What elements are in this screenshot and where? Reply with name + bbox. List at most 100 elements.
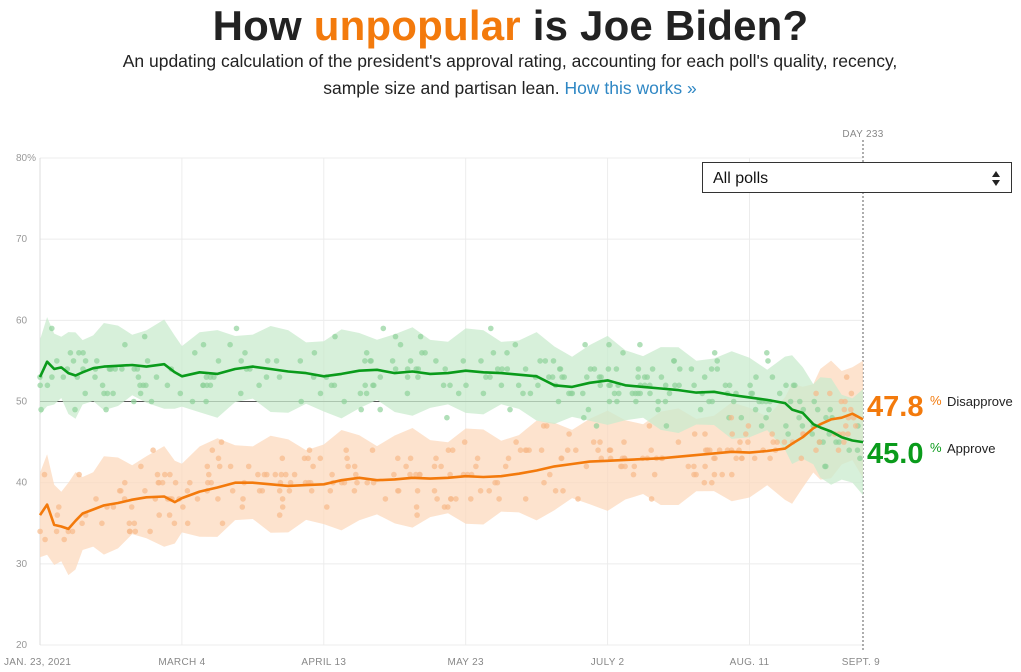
poll-dot — [332, 333, 338, 340]
how-this-works-link[interactable]: How this works » — [564, 78, 697, 98]
poll-dot — [507, 406, 513, 413]
poll-dot — [738, 414, 745, 421]
poll-dot — [287, 479, 294, 486]
poll-dot — [697, 406, 704, 413]
poll-dot — [150, 447, 156, 454]
x-tick-label: SEPT. 9 — [842, 657, 880, 668]
poll-dot — [573, 447, 579, 454]
poll-dot — [827, 406, 833, 413]
poll-dot — [305, 455, 311, 462]
x-tick-label: APRIL 13 — [301, 657, 346, 668]
poll-dot — [142, 488, 148, 494]
poll-dot — [119, 366, 125, 372]
poll-dot — [676, 382, 682, 389]
poll-dot — [582, 341, 588, 348]
poll-dot — [613, 366, 620, 372]
poll-dot — [701, 479, 708, 486]
poll-dot — [486, 488, 493, 494]
poll-dot — [513, 439, 519, 445]
poll-dot — [54, 358, 60, 364]
poll-dot — [79, 520, 85, 527]
poll-dot — [203, 398, 209, 405]
disapprove-end-label-value: 47.8 — [867, 391, 923, 423]
poll-dot — [200, 341, 207, 348]
poll-dot — [616, 390, 622, 397]
poll-dot — [827, 390, 833, 397]
poll-dot — [701, 374, 708, 380]
poll-dot — [276, 512, 283, 518]
poll-dot — [219, 520, 226, 527]
poll-dot — [619, 463, 625, 470]
poll-dot — [494, 479, 501, 486]
x-tick-label: AUG. 11 — [730, 657, 770, 668]
poll-dot — [733, 455, 739, 462]
poll-dot — [229, 488, 236, 494]
poll-dot — [549, 374, 556, 380]
poll-filter-select[interactable]: All polls — [702, 162, 1012, 193]
poll-dot — [317, 390, 324, 397]
poll-dot — [560, 488, 566, 494]
approve-line — [38, 360, 864, 444]
uncertainty-bands — [40, 317, 863, 576]
poll-dot — [520, 390, 526, 397]
poll-dot — [691, 382, 697, 389]
poll-dot — [54, 512, 61, 518]
poll-dot — [666, 390, 673, 397]
poll-dot — [135, 374, 142, 380]
poll-dot — [706, 398, 712, 405]
poll-dot — [99, 520, 105, 527]
poll-dot — [93, 496, 99, 502]
poll-dot — [781, 439, 788, 445]
poll-dot — [440, 382, 447, 389]
poll-dot — [261, 471, 268, 478]
poll-dot — [512, 341, 519, 348]
poll-dot — [538, 447, 545, 454]
poll-dot — [42, 536, 48, 543]
poll-dot — [590, 439, 597, 445]
poll-dot — [363, 390, 370, 397]
poll-dot — [580, 390, 586, 397]
poll-dot — [276, 374, 283, 380]
poll-dot — [38, 406, 44, 413]
poll-dot — [414, 512, 420, 518]
poll-dot — [215, 455, 222, 462]
poll-dot — [308, 488, 315, 494]
poll-dot — [836, 439, 842, 445]
poll-dot — [328, 382, 335, 389]
poll-dot — [606, 341, 612, 348]
poll-dot — [483, 374, 489, 380]
poll-dot — [550, 358, 557, 364]
poll-dot — [240, 496, 246, 502]
page-title: How unpopular is Joe Biden? — [0, 2, 1021, 50]
poll-dot — [60, 374, 67, 380]
poll-dot — [324, 504, 330, 510]
poll-dot — [382, 496, 389, 502]
poll-dot — [395, 455, 401, 462]
axis-labels: 80% 70 60 50 40 30 20 JAN. 23, 2021 MARCH 4 APRIL… — [4, 129, 1013, 668]
poll-dot — [279, 455, 286, 462]
poll-dot — [194, 496, 201, 502]
poll-dot — [505, 455, 512, 462]
poll-dot — [112, 366, 118, 372]
poll-dot — [722, 382, 729, 389]
poll-dot — [480, 390, 487, 397]
poll-dot — [417, 333, 424, 340]
poll-dot — [460, 358, 467, 364]
poll-dot — [286, 488, 293, 494]
poll-dot — [504, 350, 510, 356]
poll-dot — [809, 431, 815, 437]
poll-dot — [675, 439, 682, 445]
poll-dot — [691, 431, 698, 437]
poll-dot — [367, 358, 374, 364]
poll-dot — [404, 374, 411, 380]
poll-dot — [490, 350, 497, 356]
poll-dot — [635, 390, 641, 397]
poll-dot — [216, 463, 223, 470]
poll-dot — [94, 358, 100, 364]
poll-dot — [797, 398, 803, 405]
poll-dot — [184, 520, 191, 527]
poll-dot — [633, 398, 639, 405]
poll-dot — [131, 398, 137, 405]
poll-dot — [796, 414, 802, 421]
poll-dot — [648, 447, 654, 454]
